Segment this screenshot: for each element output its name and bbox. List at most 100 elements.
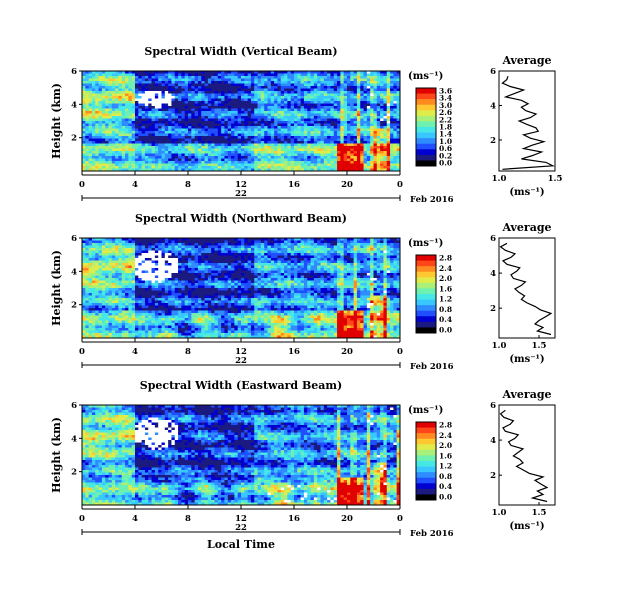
heatmap-cell bbox=[144, 163, 149, 167]
heatmap-cell bbox=[307, 143, 311, 147]
heatmap-cell bbox=[280, 93, 285, 97]
heatmap-cell bbox=[320, 146, 325, 149]
heatmap-cell bbox=[323, 148, 328, 152]
heatmap-cell bbox=[330, 88, 335, 92]
heatmap-cell bbox=[380, 103, 384, 107]
heatmap-cell bbox=[164, 98, 169, 102]
heatmap-cell bbox=[307, 260, 311, 264]
heatmap-cell bbox=[347, 78, 351, 82]
heatmap-cell bbox=[188, 240, 192, 244]
heatmap-cell bbox=[144, 243, 149, 246]
heatmap-cell bbox=[267, 161, 272, 164]
heatmap-cell bbox=[347, 151, 351, 154]
heatmap-cell bbox=[287, 141, 292, 144]
heatmap-cell bbox=[181, 133, 186, 137]
heatmap-cell bbox=[257, 136, 262, 139]
heatmap-cell bbox=[257, 156, 262, 159]
heatmap-cell bbox=[337, 96, 341, 99]
heatmap-cell bbox=[221, 258, 225, 261]
heatmap-cell bbox=[370, 131, 374, 134]
heatmap-cell bbox=[101, 86, 106, 89]
heatmap-cell bbox=[85, 106, 90, 109]
heatmap-cell bbox=[356, 81, 361, 84]
heatmap-cell bbox=[161, 138, 166, 142]
heatmap-cell bbox=[370, 111, 374, 114]
heatmap-cell bbox=[161, 78, 166, 82]
heatmap-cell bbox=[386, 96, 391, 99]
heatmap-cell bbox=[366, 101, 371, 104]
heatmap-cell bbox=[247, 255, 252, 259]
heatmap-cell bbox=[340, 240, 345, 244]
heatmap-cell bbox=[224, 153, 229, 157]
heatmap-cell bbox=[254, 258, 258, 261]
heatmap-cell bbox=[227, 83, 232, 87]
heatmap-cell bbox=[373, 146, 378, 149]
heatmap-cell bbox=[350, 143, 355, 147]
heatmap-cell bbox=[111, 148, 116, 152]
heatmap-cell bbox=[151, 258, 156, 261]
heatmap-cell bbox=[118, 258, 123, 261]
heatmap-cell bbox=[363, 136, 368, 139]
heatmap-cell bbox=[211, 248, 215, 251]
heatmap-cell bbox=[277, 153, 282, 157]
heatmap-cell bbox=[194, 111, 199, 114]
heatmap-cell bbox=[303, 88, 308, 92]
heatmap-cell bbox=[247, 108, 252, 112]
heatmap-cell bbox=[264, 136, 268, 139]
heatmap-cell bbox=[360, 141, 364, 144]
heatmap-cell bbox=[241, 106, 245, 109]
heatmap-cell bbox=[125, 143, 129, 147]
heatmap-cell bbox=[247, 98, 252, 102]
heatmap-cell bbox=[333, 143, 338, 147]
heatmap-cell bbox=[383, 248, 388, 251]
heatmap-cell bbox=[284, 116, 288, 119]
heatmap-cell bbox=[224, 161, 229, 164]
heatmap-cell bbox=[294, 78, 298, 82]
heatmap-cell bbox=[280, 83, 285, 87]
heatmap-cell bbox=[280, 123, 285, 127]
heatmap-cell bbox=[204, 166, 209, 169]
heatmap-cell bbox=[135, 116, 139, 119]
heatmap-cell bbox=[270, 260, 275, 264]
heatmap-cell bbox=[191, 106, 196, 109]
heatmap-cell bbox=[197, 73, 202, 77]
heatmap-cell bbox=[227, 71, 232, 74]
heatmap-cell bbox=[280, 101, 285, 104]
heatmap-cell bbox=[303, 161, 308, 164]
heatmap-cell bbox=[300, 81, 305, 84]
heatmap-cell bbox=[267, 260, 272, 264]
heatmap-cell bbox=[264, 118, 268, 122]
heatmap-cell bbox=[323, 146, 328, 149]
heatmap-cell bbox=[330, 103, 335, 107]
heatmap-cell bbox=[214, 118, 219, 122]
heatmap-cell bbox=[111, 106, 116, 109]
heatmap-cell bbox=[294, 91, 298, 94]
heatmap-cell bbox=[267, 166, 272, 169]
heatmap-cell bbox=[207, 156, 212, 159]
heatmap-cell bbox=[250, 88, 255, 92]
heatmap-cell bbox=[297, 88, 302, 92]
heatmap-cell bbox=[383, 121, 388, 124]
heatmap-cell bbox=[337, 168, 341, 172]
heatmap-cell bbox=[95, 128, 99, 132]
heatmap-cell bbox=[217, 108, 222, 112]
heatmap-cell bbox=[158, 101, 162, 104]
heatmap-cell bbox=[290, 248, 295, 251]
heatmap-cell bbox=[350, 243, 355, 246]
heatmap-cell bbox=[254, 153, 258, 157]
heatmap-cell bbox=[363, 245, 368, 249]
heatmap-cell bbox=[108, 131, 113, 134]
heatmap-cell bbox=[135, 83, 139, 87]
heatmap-cell bbox=[135, 73, 139, 77]
heatmap-cell bbox=[204, 245, 209, 249]
heatmap-cell bbox=[191, 116, 196, 119]
heatmap-cell bbox=[370, 81, 374, 84]
heatmap-cell bbox=[274, 128, 278, 132]
heatmap-cell bbox=[363, 111, 368, 114]
heatmap-cell bbox=[108, 240, 113, 244]
heatmap-cell bbox=[347, 121, 351, 124]
heatmap-cell bbox=[168, 111, 172, 114]
heatmap-cell bbox=[376, 148, 381, 152]
heatmap-cell bbox=[91, 240, 96, 244]
heatmap-cell bbox=[207, 123, 212, 127]
